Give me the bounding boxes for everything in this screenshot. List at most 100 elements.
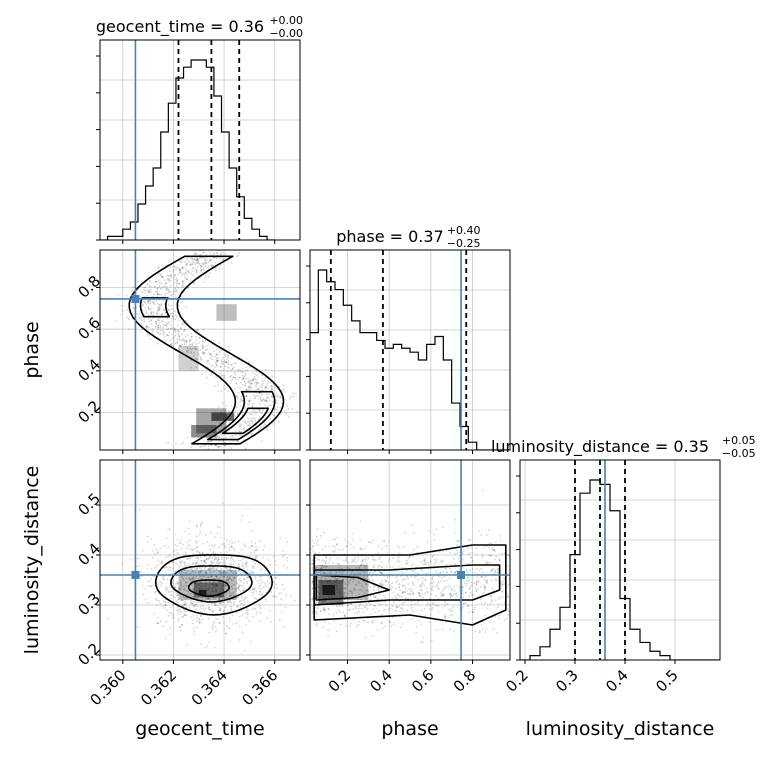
sample-point <box>428 603 431 606</box>
sample-point <box>332 614 335 617</box>
sample-point <box>273 595 276 598</box>
sample-point <box>442 594 445 597</box>
sample-point <box>412 570 415 573</box>
sample-point <box>183 330 185 332</box>
sample-point <box>196 550 199 553</box>
sample-point <box>215 562 218 564</box>
sample-point <box>256 394 259 397</box>
sample-point <box>176 594 179 597</box>
sample-point <box>213 590 215 593</box>
sample-point <box>195 626 198 629</box>
sample-point <box>218 596 221 599</box>
sample-point <box>140 329 143 332</box>
sample-point <box>203 559 205 562</box>
sample-point <box>205 262 208 265</box>
sample-point <box>177 331 180 333</box>
sample-point <box>418 595 421 597</box>
sample-point <box>208 584 211 587</box>
sample-point <box>349 589 351 592</box>
sample-point <box>250 591 253 594</box>
sample-point <box>164 637 167 639</box>
sample-point <box>391 605 394 607</box>
sample-point <box>217 384 220 387</box>
sample-point <box>488 562 490 564</box>
sample-point <box>169 566 171 569</box>
sample-point <box>336 611 338 614</box>
sample-point <box>242 411 245 414</box>
sample-point <box>238 625 241 628</box>
sample-point <box>451 609 454 612</box>
sample-point <box>210 365 213 367</box>
sample-point <box>170 344 173 347</box>
sample-point <box>225 578 228 581</box>
sample-point <box>250 432 253 435</box>
sample-point <box>454 532 457 534</box>
sample-point <box>452 606 454 608</box>
sample-point <box>173 293 176 295</box>
sample-point <box>204 264 207 267</box>
sample-point <box>462 558 465 561</box>
sample-point <box>220 603 223 606</box>
sample-point <box>193 605 196 607</box>
sample-point <box>355 584 358 586</box>
sample-point <box>438 575 440 578</box>
sample-point <box>351 561 353 564</box>
sample-point <box>372 571 374 574</box>
sample-point <box>266 617 269 619</box>
sample-point <box>368 572 371 575</box>
sample-point <box>241 399 244 402</box>
sample-point <box>466 576 469 579</box>
sample-point <box>453 571 456 574</box>
sample-point <box>154 285 156 288</box>
sample-point <box>237 397 240 400</box>
sample-point <box>323 607 326 609</box>
sample-point <box>235 570 238 573</box>
sample-point <box>188 557 191 559</box>
sample-point <box>191 263 194 265</box>
sample-point <box>193 605 196 608</box>
sample-point <box>210 264 213 267</box>
sample-point <box>469 585 472 588</box>
sample-point <box>156 302 159 305</box>
sample-point <box>192 561 195 564</box>
sample-point <box>431 606 434 609</box>
sample-point <box>196 258 199 260</box>
sample-point <box>400 595 403 598</box>
sample-point <box>265 585 268 587</box>
sample-point <box>424 579 427 581</box>
sample-point <box>149 280 151 283</box>
sample-point <box>280 610 283 613</box>
sample-point <box>127 328 130 330</box>
sample-point <box>395 570 398 573</box>
sample-point <box>343 592 346 594</box>
sample-point <box>165 586 167 589</box>
sample-point <box>247 379 250 382</box>
sample-point <box>231 580 233 582</box>
sample-point <box>431 578 434 581</box>
sample-point <box>237 585 240 587</box>
sample-point <box>263 545 266 547</box>
sample-point <box>490 554 493 557</box>
sample-point <box>347 561 350 564</box>
sample-point <box>492 611 495 613</box>
sample-point <box>415 632 418 634</box>
sample-point <box>182 578 184 580</box>
sample-point <box>271 375 274 378</box>
sample-point <box>239 397 242 400</box>
sample-point <box>143 286 146 289</box>
sample-point <box>153 301 155 304</box>
sample-point <box>236 378 239 381</box>
sample-point <box>418 592 421 595</box>
sample-point <box>163 309 166 311</box>
sample-point <box>208 588 210 591</box>
sample-point <box>160 275 163 278</box>
sample-point <box>425 572 427 575</box>
sample-point <box>321 548 324 551</box>
sample-point <box>180 587 183 589</box>
sample-point <box>352 546 355 549</box>
sample-point <box>178 304 180 307</box>
sample-point <box>187 270 190 272</box>
sample-point <box>208 608 211 611</box>
sample-point <box>216 252 219 255</box>
